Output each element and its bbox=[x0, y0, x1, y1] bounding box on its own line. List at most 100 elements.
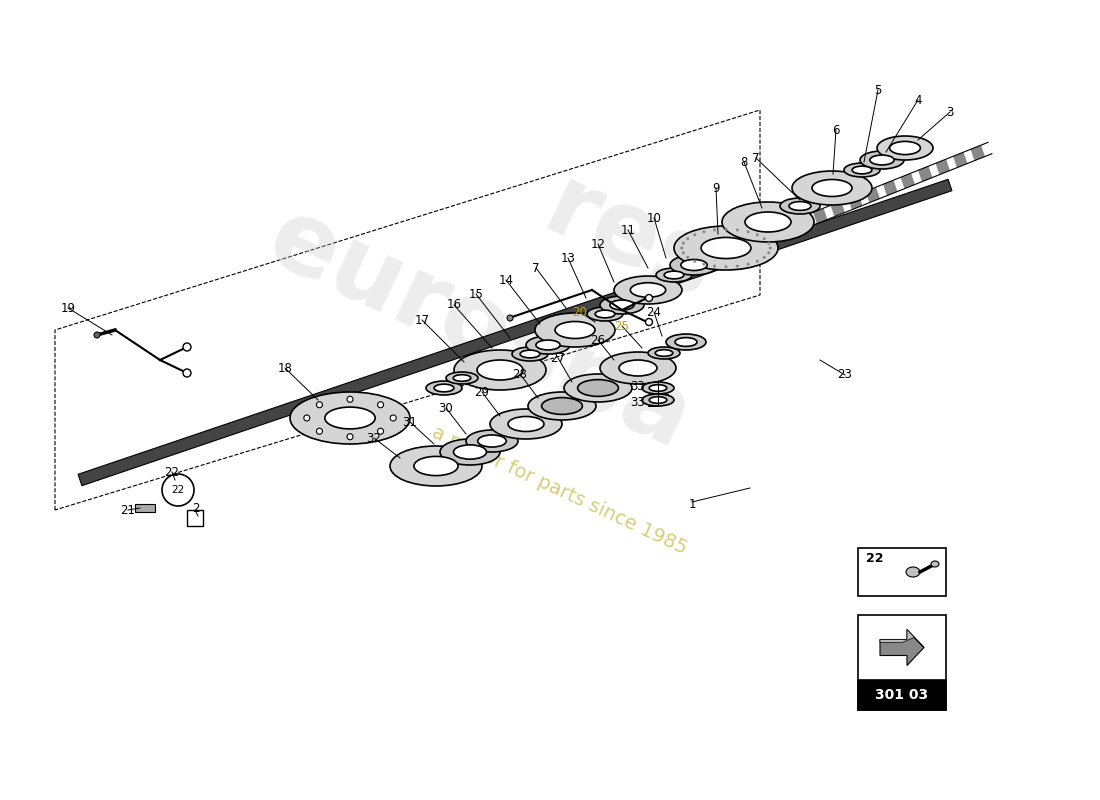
Circle shape bbox=[682, 251, 685, 254]
Ellipse shape bbox=[666, 334, 706, 350]
Ellipse shape bbox=[528, 392, 596, 420]
Ellipse shape bbox=[681, 259, 707, 270]
Ellipse shape bbox=[587, 307, 623, 321]
Ellipse shape bbox=[556, 322, 595, 338]
Circle shape bbox=[346, 396, 353, 402]
Polygon shape bbox=[813, 208, 827, 224]
Ellipse shape bbox=[675, 338, 697, 346]
Ellipse shape bbox=[290, 392, 410, 444]
Circle shape bbox=[346, 434, 353, 440]
Text: 11: 11 bbox=[620, 223, 636, 237]
Ellipse shape bbox=[852, 166, 872, 174]
Circle shape bbox=[725, 266, 727, 268]
Circle shape bbox=[317, 428, 322, 434]
FancyBboxPatch shape bbox=[858, 615, 946, 710]
Ellipse shape bbox=[792, 171, 872, 205]
Circle shape bbox=[756, 260, 759, 262]
Circle shape bbox=[183, 369, 191, 377]
Ellipse shape bbox=[609, 300, 634, 310]
Circle shape bbox=[736, 265, 739, 267]
Ellipse shape bbox=[649, 385, 667, 391]
Ellipse shape bbox=[490, 409, 562, 439]
Circle shape bbox=[713, 229, 716, 231]
Circle shape bbox=[767, 242, 770, 245]
Polygon shape bbox=[880, 630, 924, 666]
Ellipse shape bbox=[535, 313, 615, 347]
Circle shape bbox=[703, 230, 705, 234]
Ellipse shape bbox=[619, 360, 657, 376]
Ellipse shape bbox=[390, 446, 482, 486]
Circle shape bbox=[317, 402, 322, 408]
Text: 12: 12 bbox=[591, 238, 605, 250]
Ellipse shape bbox=[844, 163, 880, 177]
Ellipse shape bbox=[664, 271, 684, 279]
Text: 2: 2 bbox=[192, 502, 200, 514]
Ellipse shape bbox=[414, 456, 458, 475]
Text: 26: 26 bbox=[591, 334, 605, 346]
Ellipse shape bbox=[877, 136, 933, 160]
Ellipse shape bbox=[595, 310, 615, 318]
Ellipse shape bbox=[648, 347, 680, 359]
Text: 16: 16 bbox=[447, 298, 462, 311]
Ellipse shape bbox=[564, 374, 632, 402]
Polygon shape bbox=[936, 159, 950, 174]
Text: 33: 33 bbox=[630, 379, 646, 393]
Ellipse shape bbox=[906, 567, 920, 577]
Text: 32: 32 bbox=[366, 431, 382, 445]
Circle shape bbox=[304, 415, 310, 421]
Ellipse shape bbox=[614, 276, 682, 304]
Ellipse shape bbox=[931, 561, 939, 567]
Circle shape bbox=[377, 428, 384, 434]
Text: 18: 18 bbox=[277, 362, 293, 374]
Text: 25: 25 bbox=[615, 319, 629, 333]
Text: 22: 22 bbox=[172, 485, 185, 495]
Ellipse shape bbox=[477, 435, 506, 447]
Text: 30: 30 bbox=[439, 402, 453, 414]
Ellipse shape bbox=[453, 374, 471, 382]
Circle shape bbox=[377, 402, 384, 408]
Ellipse shape bbox=[642, 382, 674, 394]
Polygon shape bbox=[78, 179, 952, 486]
Text: 5: 5 bbox=[874, 83, 882, 97]
Circle shape bbox=[725, 228, 727, 230]
Ellipse shape bbox=[446, 372, 478, 384]
FancyBboxPatch shape bbox=[858, 680, 946, 710]
Text: 8: 8 bbox=[740, 155, 748, 169]
Circle shape bbox=[686, 256, 690, 259]
Polygon shape bbox=[901, 173, 915, 189]
Ellipse shape bbox=[440, 439, 500, 465]
Circle shape bbox=[762, 256, 766, 259]
Ellipse shape bbox=[870, 155, 894, 165]
Circle shape bbox=[767, 251, 770, 254]
Polygon shape bbox=[135, 504, 155, 512]
Text: a motor for parts since 1985: a motor for parts since 1985 bbox=[429, 422, 691, 558]
Circle shape bbox=[769, 246, 772, 250]
Text: 22: 22 bbox=[866, 552, 883, 565]
Circle shape bbox=[747, 262, 749, 266]
Text: 33: 33 bbox=[630, 395, 646, 409]
Polygon shape bbox=[778, 222, 792, 238]
Text: 20: 20 bbox=[573, 306, 587, 318]
Circle shape bbox=[390, 415, 396, 421]
Text: 15: 15 bbox=[469, 287, 483, 301]
Text: 3: 3 bbox=[946, 106, 954, 118]
Ellipse shape bbox=[477, 360, 522, 380]
Text: 4: 4 bbox=[914, 94, 922, 106]
Ellipse shape bbox=[745, 212, 791, 232]
Circle shape bbox=[703, 262, 705, 266]
Circle shape bbox=[747, 230, 749, 234]
Ellipse shape bbox=[536, 340, 560, 350]
Ellipse shape bbox=[670, 255, 718, 275]
Ellipse shape bbox=[890, 142, 921, 154]
Polygon shape bbox=[880, 630, 924, 647]
Circle shape bbox=[646, 318, 652, 326]
Text: 6: 6 bbox=[833, 123, 839, 137]
Text: 10: 10 bbox=[647, 211, 661, 225]
Circle shape bbox=[646, 294, 652, 302]
Text: res: res bbox=[529, 158, 730, 322]
Circle shape bbox=[680, 246, 683, 250]
Circle shape bbox=[94, 332, 100, 338]
Ellipse shape bbox=[674, 226, 778, 270]
Polygon shape bbox=[953, 152, 967, 168]
Circle shape bbox=[762, 237, 766, 240]
